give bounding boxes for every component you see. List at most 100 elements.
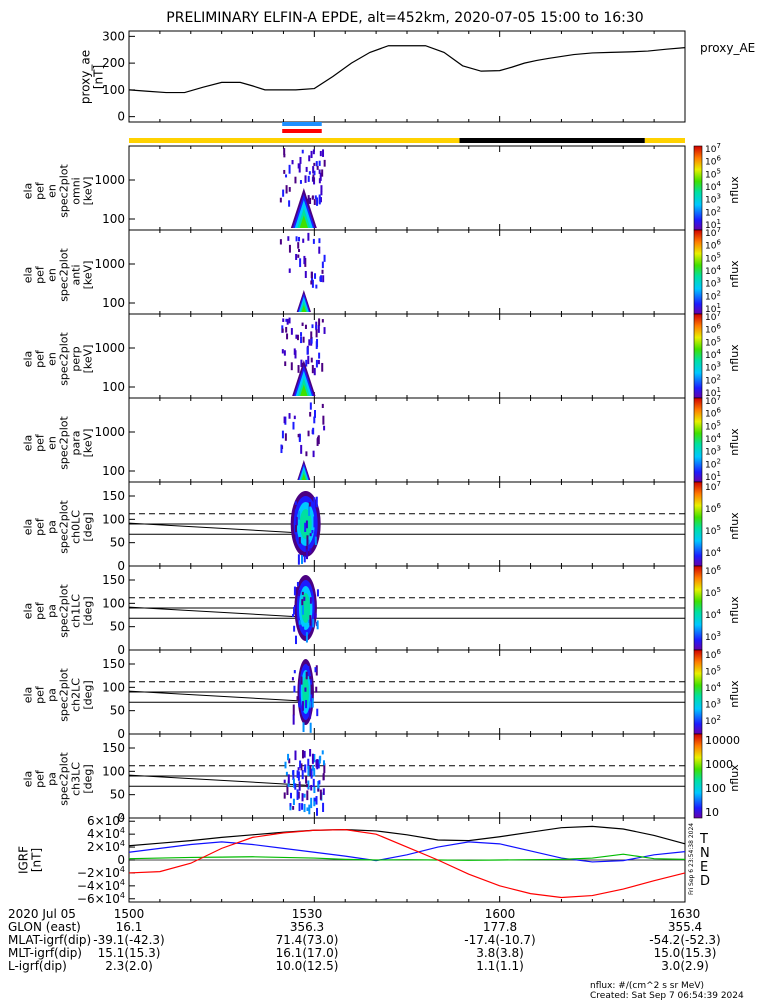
spectrogram-core — [300, 384, 308, 396]
spectrogram-pixel — [298, 536, 301, 544]
colorbar-tick-label: 105 — [705, 524, 721, 537]
colorbar-tick-label: 105 — [705, 665, 721, 678]
igrf-panel: 6×1044×1042×1040−2×104−4×104−6×104TNEDIG… — [17, 813, 711, 906]
spectrogram-pixel — [301, 770, 304, 780]
spectrogram-pixel — [296, 789, 299, 800]
science-zone-red — [282, 129, 322, 133]
y-tick-label: −2×104 — [77, 865, 125, 880]
spectrogram-pixel — [321, 169, 324, 177]
spectrogram-pixel — [305, 451, 308, 457]
spectrogram-pixel — [301, 149, 304, 154]
spectrogram-pixel — [317, 324, 320, 333]
spectrogram-pixel — [320, 185, 323, 193]
axis-row-value: 15.0(15.3) — [654, 946, 717, 960]
side-timestamp: Fri Sep 6 23:54:38 2024 — [688, 823, 695, 895]
spectrogram-pixel — [292, 770, 295, 780]
spectrogram-pixel — [308, 505, 311, 516]
spectrogram-pixel — [318, 756, 321, 764]
y-axis-label-line: [keV] — [82, 177, 95, 206]
spectrogram-pixel — [309, 749, 312, 757]
axis-table: 2020 Jul 05 1500 1530 1600 1630 GLON (east) 16… — [8, 907, 721, 973]
spectrogram-pixel — [292, 806, 295, 810]
y-tick-label: 0 — [117, 853, 125, 867]
spectrogram-pixel — [310, 797, 313, 809]
y-axis-label-line: proxy_ae — [79, 50, 93, 104]
spectrogram-pixel — [301, 803, 304, 810]
spectrogram-pixel — [288, 268, 291, 273]
spectrogram-pixel — [298, 510, 301, 520]
spectrogram-pixel — [291, 677, 294, 681]
colorbar-label: nflux — [728, 512, 741, 540]
spectrogram-pixel — [310, 280, 313, 285]
colorbar-tick-label: 1000 — [705, 758, 733, 771]
pitch-angle-spectrogram-ch1LC: 150 100 50 0 106 105 104 103 nflux ela pef pa spec2p… — [22, 564, 741, 657]
y-axis-label-line: [nT] — [30, 848, 44, 872]
y-axis-label-line: IGRF — [17, 846, 31, 874]
spectrogram-pixel — [292, 778, 295, 788]
y-axis-label: ela pef pa spec2plot ch2LC [deg] — [22, 668, 95, 722]
y-tick-label: 300 — [102, 29, 125, 43]
axis-row-value: 3.0(2.9) — [661, 959, 709, 973]
spectrogram-pixel — [309, 411, 312, 417]
axis-row-value: 356.3 — [290, 920, 324, 934]
spectrogram-pixel — [305, 699, 308, 709]
x-tick-label: 1530 — [292, 907, 323, 921]
colorbar-tick-label: 102 — [705, 714, 721, 727]
spectrogram-pixel — [319, 197, 322, 203]
y-axis-label: ela pef pa spec2plot ch1LC [deg] — [22, 584, 95, 638]
spectrogram-pixel — [321, 362, 324, 372]
spectrogram-pixel — [294, 783, 297, 790]
spectrogram-pixel — [303, 596, 306, 601]
spectrogram-pixel — [316, 708, 319, 717]
colorbar — [693, 565, 703, 651]
spectrogram-pixel — [311, 324, 314, 329]
y-axis-label-line: spec2plot — [58, 500, 71, 554]
spectrogram-pixel — [297, 771, 300, 781]
y-axis-label-line: ela — [22, 183, 35, 200]
spectrogram-pixel — [311, 365, 314, 374]
spectrogram-pixel — [302, 722, 305, 733]
spectrogram-pixel — [322, 788, 325, 795]
spectrogram-pixel — [317, 435, 320, 445]
spectrogram-pixel — [313, 497, 316, 508]
y-axis-label-line: pef — [34, 181, 47, 200]
axis-row-value: -54.2(-52.3) — [649, 933, 720, 947]
spectrogram-pixel — [313, 410, 316, 418]
spectrogram-pixel — [311, 753, 314, 764]
spectrogram-pixel — [312, 764, 315, 771]
spectrogram-pixel — [294, 509, 297, 516]
y-axis-label-line: spec2plot — [58, 164, 71, 218]
spectrogram-pixel — [309, 765, 312, 776]
spectrogram-pixel — [296, 770, 299, 778]
axis-row-label: GLON (east) — [8, 920, 81, 934]
spectrogram-pixel — [305, 520, 308, 529]
colorbar-tick-label: 106 — [705, 407, 721, 420]
spectrogram-pixel — [292, 714, 295, 725]
igrf-legend-E: E — [700, 860, 708, 875]
spectrogram-pixel — [303, 750, 306, 758]
spectrogram-pixel — [307, 619, 310, 624]
field-line-trace — [128, 774, 309, 786]
spectrogram-pixel — [313, 612, 316, 616]
spectrogram-pixel — [322, 275, 325, 283]
spectrogram-pixel — [299, 156, 302, 164]
colorbar-tick-label: 102 — [705, 457, 721, 470]
spectrogram-pixel — [300, 332, 303, 337]
spectrogram-pixel — [306, 549, 309, 560]
igrf-line-D — [128, 829, 686, 899]
creation-stamp: Created: Sat Sep 7 06:54:39 2024 — [590, 991, 744, 1000]
y-axis-label-line: para — [70, 431, 83, 456]
spectrogram-pixel — [283, 350, 286, 356]
spectrogram-pixel — [321, 319, 324, 323]
spectrogram-pixel — [314, 536, 317, 546]
colorbar-tick-label: 102 — [705, 373, 721, 386]
panel-frame — [128, 313, 686, 399]
spectrogram-pixel — [306, 790, 309, 801]
spectrogram-pixel — [286, 318, 289, 325]
spectrogram-pixel — [312, 166, 315, 174]
spectrogram-pixel — [315, 161, 318, 167]
igrf-legend-N: N — [700, 846, 710, 861]
